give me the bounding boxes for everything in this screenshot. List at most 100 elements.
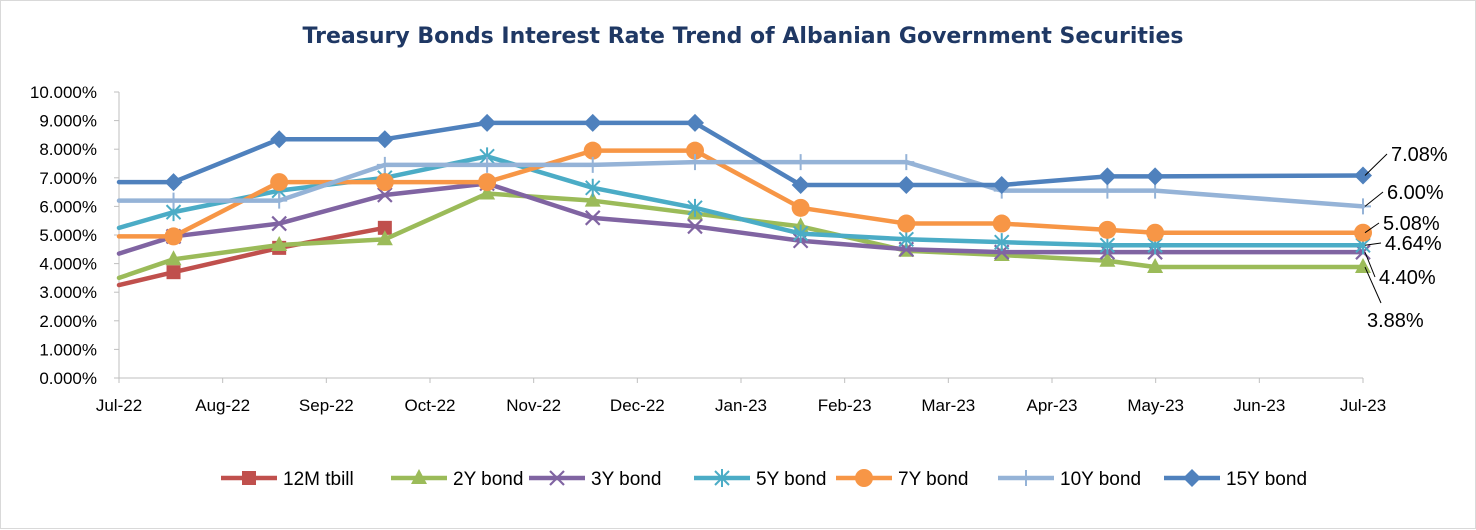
- data-point-15y-bond: [1098, 167, 1117, 186]
- legend-label: 2Y bond: [453, 469, 523, 490]
- data-point-10y-bond: [584, 156, 601, 173]
- data-point-5y-bond: [585, 178, 601, 197]
- data-point-15y-bond: [375, 130, 394, 149]
- legend-marker: [1183, 469, 1201, 487]
- legend-item-3y-bond: 3Y bond: [529, 469, 661, 490]
- legend-marker: [411, 469, 427, 484]
- data-label-leader: [1364, 242, 1382, 246]
- legend-label: 10Y bond: [1060, 469, 1141, 490]
- data-point-15y-bond: [583, 113, 602, 132]
- data-point-10y-bond: [271, 192, 288, 209]
- data-point-10y-bond: [1355, 198, 1371, 215]
- data-point-15y-bond: [478, 113, 497, 132]
- x-tick-label: Feb-23: [818, 396, 872, 415]
- data-point-10y-bond: [479, 156, 496, 173]
- legend-marker: [1018, 470, 1034, 486]
- data-point-7y-bond: [897, 214, 916, 233]
- y-tick-label: 4.000%: [39, 255, 97, 274]
- legend-label: 12M tbill: [283, 469, 354, 490]
- data-point-7y-bond: [478, 173, 497, 192]
- legend-item-5y-bond: 5Y bond: [694, 469, 826, 490]
- data-point-10y-bond: [686, 154, 703, 171]
- data-label-text: 5.08%: [1383, 213, 1440, 235]
- data-point-15y-bond: [164, 173, 183, 192]
- data-point-15y-bond: [992, 175, 1011, 194]
- data-label: 6.00%: [1364, 182, 1444, 207]
- x-tick-label: Nov-22: [506, 396, 561, 415]
- y-tick-label: 9.000%: [39, 112, 97, 131]
- data-point-2y-bond: [376, 230, 393, 246]
- data-point-12m-tbill: [377, 220, 392, 235]
- data-point-2y-bond: [1147, 258, 1164, 274]
- data-point-15y-bond: [1146, 167, 1165, 186]
- legend-marker: [242, 471, 256, 485]
- chart-title: Treasury Bonds Interest Rate Trend of Al…: [303, 24, 1184, 49]
- data-point-7y-bond: [1146, 223, 1165, 242]
- data-label-leader: [1364, 222, 1380, 234]
- data-point-10y-bond: [898, 154, 915, 171]
- chart-axes: 0.000% 1.000% 2.000% 3.000% 4.000% 5.000% 6.00…: [30, 83, 1386, 415]
- data-labels-layer: 7.08% 6.00% 5.08%4.64% 4.40% 3.88%: [1364, 144, 1448, 332]
- data-point-12m-tbill: [166, 265, 181, 280]
- x-tick-label: May-23: [1127, 396, 1184, 415]
- data-point-10y-bond: [376, 156, 393, 173]
- data-point-7y-bond: [270, 173, 289, 192]
- data-point-7y-bond: [375, 173, 394, 192]
- y-tick-label: 5.000%: [39, 226, 97, 245]
- legend-label: 15Y bond: [1226, 469, 1307, 490]
- data-point-2y-bond: [584, 191, 601, 207]
- y-tick-label: 10.000%: [30, 83, 97, 102]
- data-point-5y-bond: [792, 224, 809, 243]
- legend-marker: [714, 469, 730, 487]
- data-point-15y-bond: [1354, 166, 1372, 185]
- data-label-leader: [1364, 153, 1388, 176]
- data-point-2y-bond: [271, 236, 288, 252]
- data-point-7y-bond: [685, 141, 704, 160]
- y-tick-label: 1.000%: [39, 340, 97, 359]
- x-tick-label: Sep-22: [299, 396, 354, 415]
- data-point-15y-bond: [685, 113, 704, 132]
- data-point-7y-bond: [1354, 223, 1372, 242]
- y-tick-label: 2.000%: [39, 312, 97, 331]
- legend-label: 3Y bond: [591, 469, 661, 490]
- legend-item-2y-bond: 2Y bond: [391, 469, 523, 490]
- x-tick-label: Jul-23: [1340, 396, 1386, 415]
- x-tick-label: Mar-23: [921, 396, 975, 415]
- x-tick-label: Jun-23: [1233, 396, 1285, 415]
- data-point-15y-bond: [897, 175, 916, 194]
- x-tick-label: Oct-22: [404, 396, 455, 415]
- x-tick-label: Dec-22: [610, 396, 665, 415]
- data-label-text: 3.88%: [1367, 310, 1424, 332]
- series-line-2y-bond: [116, 191, 1366, 281]
- series-15y-bond: [116, 113, 1372, 194]
- data-label: 3.88%: [1364, 266, 1424, 332]
- y-tick-label: 6.000%: [39, 197, 97, 216]
- data-point-2y-bond: [1099, 251, 1116, 267]
- x-tick-label: Apr-23: [1026, 396, 1077, 415]
- data-label-text: 4.40%: [1379, 267, 1436, 289]
- y-tick-label: 8.000%: [39, 140, 97, 159]
- data-label: 7.08%: [1364, 144, 1448, 176]
- data-point-5y-bond: [994, 233, 1010, 252]
- data-point-3y-bond: [687, 218, 703, 235]
- data-label: 4.40%: [1364, 251, 1436, 289]
- data-label-leader: [1364, 191, 1384, 207]
- data-point-5y-bond: [687, 198, 703, 217]
- x-tick-label: Jan-23: [715, 396, 767, 415]
- data-point-7y-bond: [583, 141, 602, 160]
- data-point-3y-bond: [271, 215, 287, 232]
- data-point-2y-bond: [479, 184, 496, 200]
- legend-label: 7Y bond: [898, 469, 968, 490]
- data-point-3y-bond: [377, 187, 393, 203]
- series-12m-tbill: [116, 220, 392, 288]
- data-point-2y-bond: [1355, 258, 1371, 274]
- data-label-text: 7.08%: [1391, 144, 1448, 166]
- legend-marker: [855, 469, 873, 487]
- y-tick-label: 0.000%: [39, 369, 97, 388]
- series-line-12m-tbill: [116, 225, 388, 288]
- data-point-5y-bond: [1099, 236, 1116, 255]
- x-tick-label: Jul-22: [96, 396, 142, 415]
- legend-marker: [549, 470, 565, 486]
